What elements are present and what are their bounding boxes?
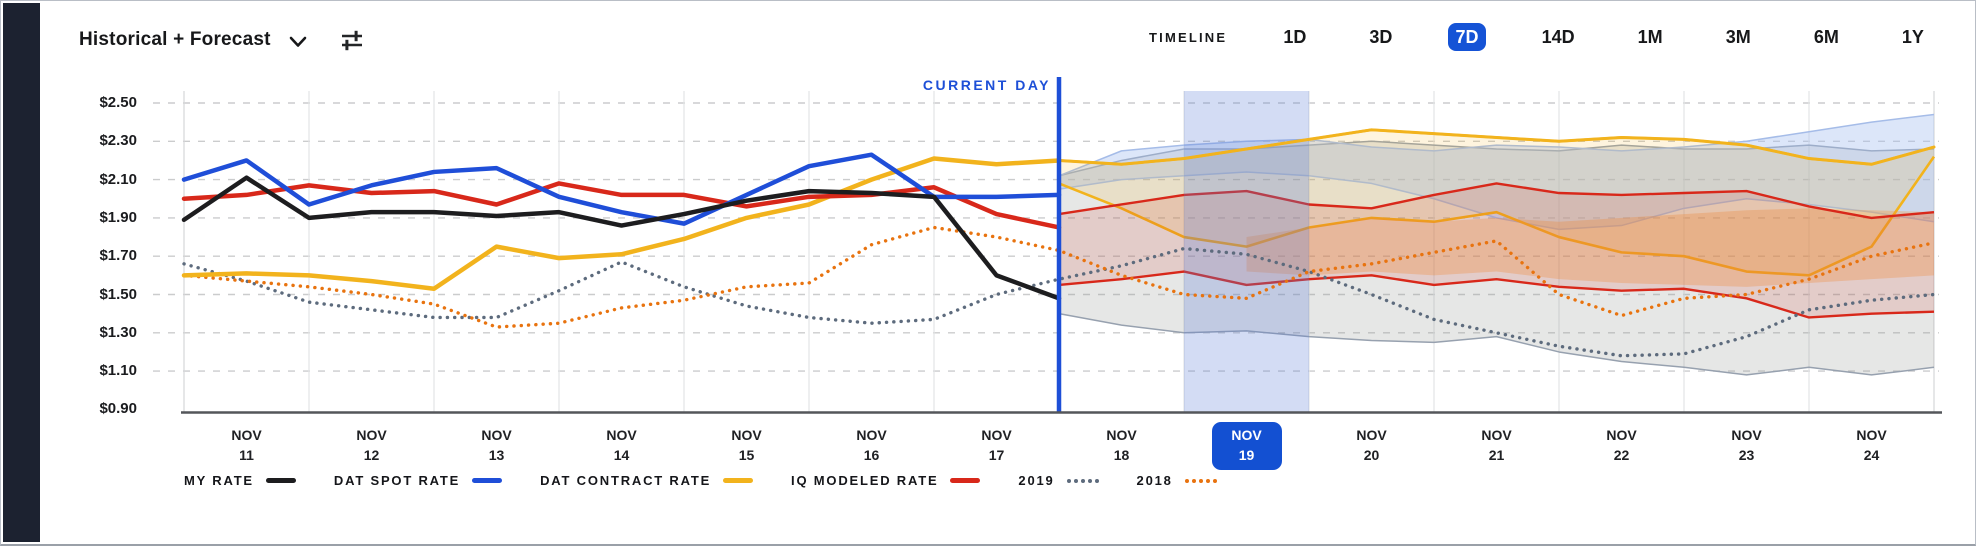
timeline-option-3d[interactable]: 3D [1369, 27, 1393, 47]
legend-label: DAT SPOT RATE [333, 473, 461, 488]
legend-swatch-solid [950, 478, 981, 483]
dat-contract-range-lower-edge [1058, 155, 1936, 277]
y-tick-label: $2.50 [99, 94, 137, 111]
timeline-option-1m[interactable]: 1M [1637, 27, 1663, 47]
iq-modeled-range-lower-edge [1058, 270, 1935, 319]
timeline-option-1d[interactable]: 1D [1283, 27, 1307, 47]
x-label-day[interactable]: NOV 17 [981, 427, 1012, 464]
y-tick-label: $1.30 [99, 323, 137, 341]
x-label-day[interactable]: NOV 13 [481, 427, 512, 464]
x-label-day[interactable]: NOV 20 [1356, 427, 1387, 464]
timeline-option-7d[interactable]: 7D [1448, 23, 1486, 51]
my-rate-line [181, 175, 1062, 301]
legend-label: 2018 [1136, 473, 1173, 488]
legend-item-dat-contract-rate[interactable]: DAT CONTRACT RATE [540, 473, 754, 488]
x-label-day[interactable]: NOV 11 [231, 427, 262, 464]
legend-swatch-dotted [1066, 478, 1099, 483]
chevron-down-icon[interactable] [289, 36, 307, 48]
legend-item-2018[interactable]: 2018 [1137, 473, 1217, 488]
x-label-day[interactable]: NOV 15 [731, 427, 762, 464]
dat-spot-range-wide-lower-edge [1058, 312, 1935, 376]
left-nav-rail[interactable] [3, 3, 40, 542]
legend-item-dat-spot-rate[interactable]: DAT SPOT RATE [333, 473, 503, 488]
x-label-day[interactable]: NOV 24 [1856, 427, 1887, 464]
legend-label: 2019 [1018, 473, 1055, 488]
x-label-day[interactable]: NOV 21 [1481, 427, 1512, 464]
current-day-label: CURRENT DAY [922, 77, 1051, 93]
iq-modeled-rate-line [181, 181, 1062, 230]
dat-spot-rate-line [181, 152, 1062, 226]
x-label-day[interactable]: NOV 16 [856, 427, 887, 464]
timeline-option-1y[interactable]: 1Y [1901, 27, 1924, 47]
iq-modeled-range-upper-edge [1058, 182, 1935, 220]
dat-contract-range-fill [1059, 129, 1934, 276]
legend-swatch-solid [265, 478, 296, 483]
legend-label: DAT CONTRACT RATE [540, 473, 712, 488]
view-selector-label[interactable]: Historical + Forecast [79, 29, 271, 50]
y2018-range-fill [1246, 208, 1934, 287]
dat-contract-rate-line-forecast [1057, 128, 1936, 166]
dat-spot-range-blue-lower-edge [1058, 171, 1935, 231]
legend-item-iq-modeled-rate[interactable]: IQ MODELED RATE [791, 473, 981, 488]
legend-swatch-solid [723, 478, 754, 483]
dat-spot-range-blue-upper-edge [1058, 113, 1935, 177]
selected-day-highlight[interactable] [1184, 91, 1309, 413]
y-tick-label: $2.10 [99, 170, 137, 188]
timeline-option-6m[interactable]: 6M [1813, 27, 1839, 47]
timeline-option-14d[interactable]: 14D [1541, 27, 1575, 47]
dat-spot-range-wide-upper-edge [1058, 140, 1935, 177]
y-tick-label: $1.10 [99, 362, 137, 380]
legend-label: IQ MODELED RATE [791, 473, 939, 488]
y-tick-label: $2.30 [99, 132, 137, 150]
x-label-day[interactable]: NOV 12 [356, 427, 387, 464]
legend-label: MY RATE [184, 473, 254, 488]
x-label-day[interactable]: NOV 22 [1606, 427, 1637, 464]
y-tick-label: $0.90 [99, 400, 137, 418]
y-tick-label: $1.50 [99, 285, 137, 303]
dat-spot-range-wide-fill [1059, 141, 1934, 375]
iq-modeled-range-fill [1059, 183, 1934, 318]
timeline-selector: TIMELINE 1D 3D 7D 14D 1M 3M 6M 1Y [1149, 23, 1931, 51]
y-tick-label: $1.70 [99, 247, 137, 265]
legend-swatch-solid [472, 478, 503, 483]
dat-contract-rate-line-historical [181, 156, 1062, 292]
chart-legend: MY RATE DAT SPOT RATE DAT CONTRACT RATE IQ … [184, 473, 1217, 488]
x-label-day[interactable]: NOV 14 [606, 427, 637, 464]
timeline-label: TIMELINE [1149, 29, 1228, 45]
x-label-selected-day[interactable]: NOV 19 [1211, 422, 1282, 470]
x-label-day[interactable]: NOV 18 [1106, 427, 1137, 464]
legend-item-my-rate[interactable]: MY RATE [184, 473, 296, 488]
legend-item-2019[interactable]: 2019 [1018, 473, 1099, 488]
y-tick-label: $1.90 [99, 208, 137, 226]
timeline-option-3m[interactable]: 3M [1725, 27, 1751, 47]
x-label-day[interactable]: NOV 23 [1731, 427, 1762, 464]
2019-line [182, 246, 1936, 358]
chart-settings-sliders-icon[interactable] [339, 27, 365, 53]
legend-swatch-dotted [1184, 478, 1217, 483]
